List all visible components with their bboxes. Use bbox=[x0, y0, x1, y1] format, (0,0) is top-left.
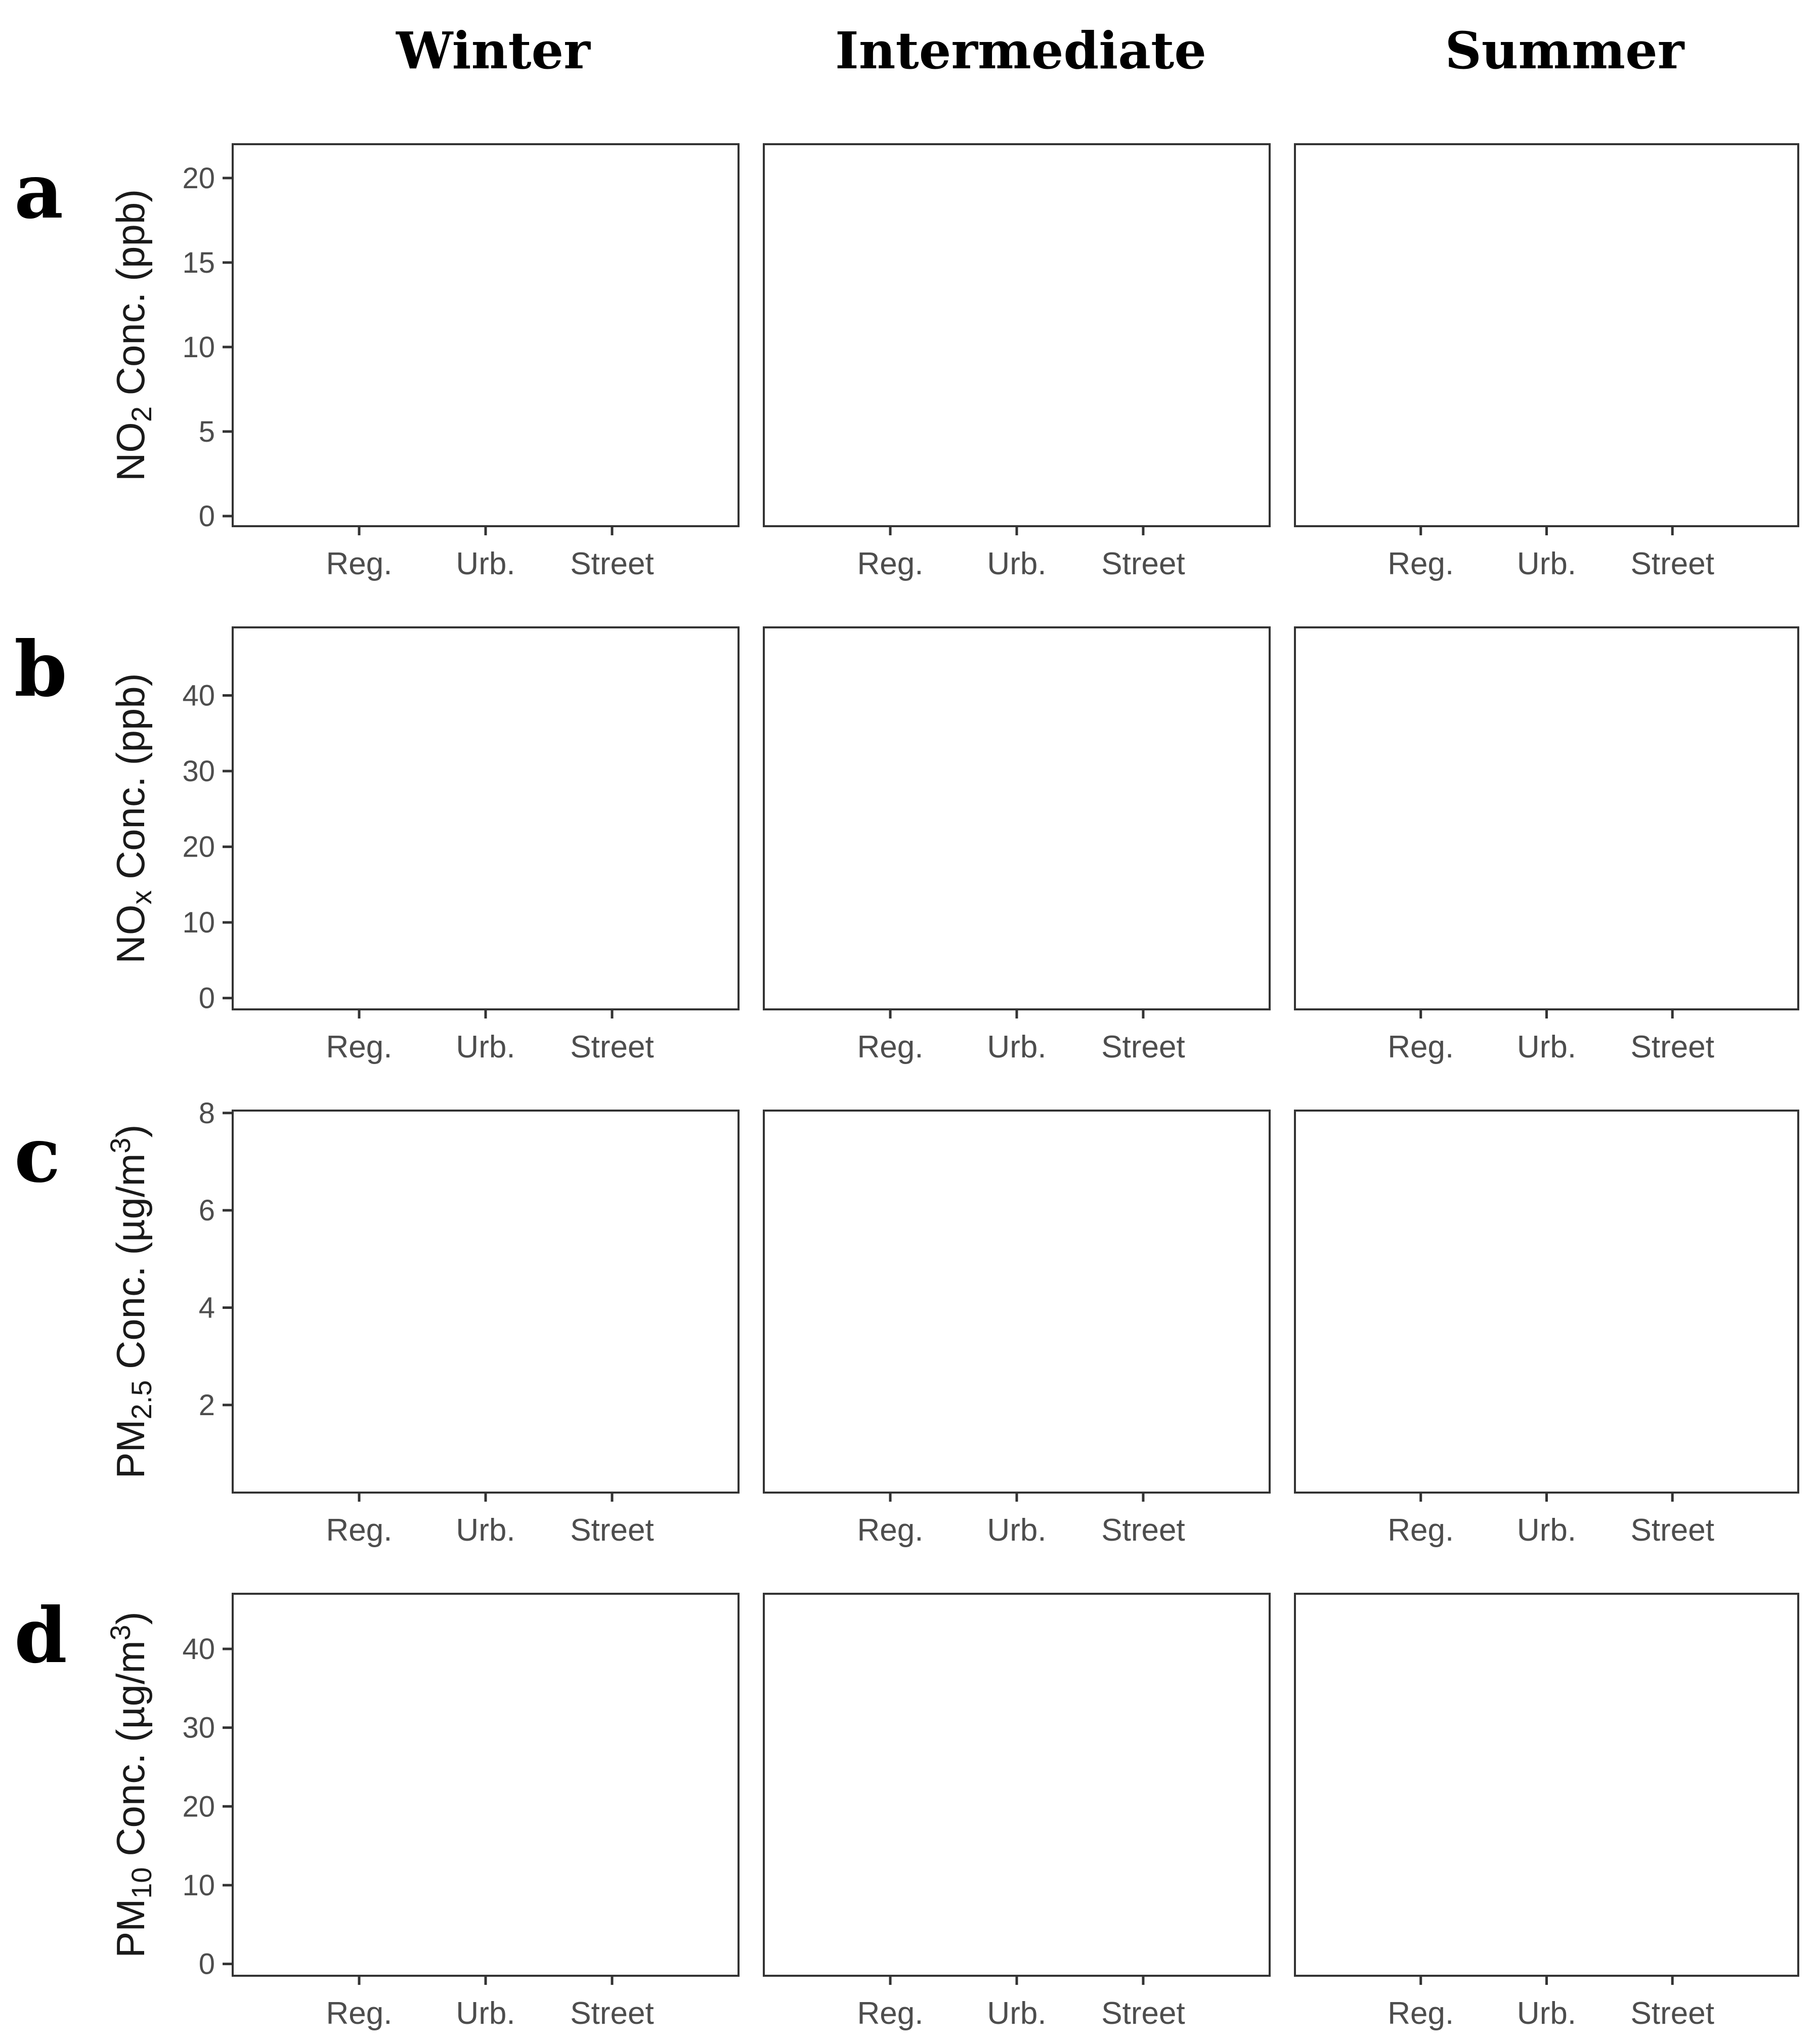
panel-c-1: Reg. Urb. Street bbox=[763, 1110, 1271, 1548]
x-tick-label: Street bbox=[1631, 1513, 1714, 1548]
x-tick-label: Reg. bbox=[1388, 1996, 1454, 2031]
panel-border bbox=[763, 1593, 1271, 1977]
x-tick-label: Urb. bbox=[1517, 1996, 1576, 2031]
x-tick-label: Street bbox=[1101, 1513, 1185, 1548]
panel-a-2: Reg. Urb. Street bbox=[1294, 143, 1799, 581]
y-tick-label: 0 bbox=[199, 500, 215, 533]
panel-border bbox=[1294, 626, 1799, 1010]
x-tick-label: Urb. bbox=[456, 1996, 515, 2031]
x-tick-label: Urb. bbox=[456, 546, 515, 581]
x-tick-label: Street bbox=[1101, 1996, 1185, 2031]
y-axis-label-c: PM2.5 Conc. (µg/m3) bbox=[104, 1124, 157, 1478]
season-title-winter: Winter bbox=[396, 21, 591, 80]
season-title-intermediate: Intermediate bbox=[835, 21, 1206, 80]
panel-c-0: Reg. Urb. Street bbox=[232, 1110, 740, 1548]
x-tick-label: Urb. bbox=[987, 1030, 1046, 1065]
y-tick-label: 6 bbox=[199, 1194, 215, 1227]
panel-border bbox=[763, 143, 1271, 527]
y-tick-label: 4 bbox=[199, 1292, 215, 1325]
x-tick-label: Urb. bbox=[456, 1030, 515, 1065]
x-tick-label: Reg. bbox=[857, 546, 924, 581]
row-letter-c: c bbox=[14, 1111, 60, 1200]
x-tick-label: Reg. bbox=[326, 546, 393, 581]
x-tick-label: Urb. bbox=[456, 1513, 515, 1548]
x-tick-label: Reg. bbox=[326, 1513, 393, 1548]
season-titles: Winter Intermediate Summer bbox=[396, 21, 1685, 80]
panel-a-1: Reg. Urb. Street bbox=[763, 143, 1271, 581]
panel-d-1: Reg. Urb. Street bbox=[763, 1593, 1271, 2031]
x-tick-label: Urb. bbox=[1517, 546, 1576, 581]
x-tick-label: Street bbox=[570, 546, 654, 581]
y-tick-label: 20 bbox=[182, 162, 215, 195]
row-letter-b: b bbox=[14, 625, 67, 714]
panel-border bbox=[232, 1593, 740, 1977]
x-tick-label: Reg. bbox=[1388, 1030, 1454, 1065]
x-tick-label: Street bbox=[1631, 1030, 1714, 1065]
x-tick-label: Urb. bbox=[987, 1996, 1046, 2031]
panel-b-2: Reg. Urb. Street bbox=[1294, 626, 1799, 1065]
x-tick-label: Street bbox=[1101, 546, 1185, 581]
row-d: d PM10 Conc. (µg/m3) 0 10 20 30 40 Reg. Urb. Stre… bbox=[14, 1591, 1799, 2031]
panel-d-2: Reg. Urb. Street bbox=[1294, 1593, 1799, 2031]
y-tick-label: 30 bbox=[182, 1712, 215, 1745]
y-axis-label-b: NOx Conc. (ppb) bbox=[108, 673, 157, 963]
x-tick-label: Reg. bbox=[326, 1030, 393, 1065]
y-tick-label: 10 bbox=[182, 1869, 215, 1902]
x-tick-label: Street bbox=[1101, 1030, 1185, 1065]
panel-border bbox=[763, 1110, 1271, 1494]
y-tick-label: 0 bbox=[199, 1948, 215, 1981]
x-tick-label: Urb. bbox=[987, 1513, 1046, 1548]
panel-b-0: Reg. Urb. Street bbox=[232, 626, 740, 1065]
panel-border bbox=[1294, 1593, 1799, 1977]
y-axis-label-d: PM10 Conc. (µg/m3) bbox=[104, 1611, 157, 1958]
panel-d-0: Reg. Urb. Street bbox=[232, 1593, 740, 2031]
x-tick-label: Urb. bbox=[1517, 1030, 1576, 1065]
y-tick-label: 5 bbox=[199, 415, 215, 448]
panel-border bbox=[232, 626, 740, 1010]
y-tick-label: 2 bbox=[199, 1389, 215, 1422]
panel-a-0: Reg. Urb. Street bbox=[232, 143, 740, 581]
x-tick-label: Reg. bbox=[857, 1513, 924, 1548]
x-tick-label: Reg. bbox=[857, 1996, 924, 2031]
y-tick-label: 10 bbox=[182, 906, 215, 939]
panel-border bbox=[1294, 143, 1799, 527]
panel-border bbox=[763, 626, 1271, 1010]
y-axis-label-a: NO2 Conc. (ppb) bbox=[108, 189, 157, 481]
y-tick-label: 15 bbox=[182, 246, 215, 279]
panel-border bbox=[1294, 1110, 1799, 1494]
y-tick-label: 40 bbox=[182, 679, 215, 712]
y-tick-label: 30 bbox=[182, 755, 215, 788]
panel-border bbox=[232, 143, 740, 527]
y-tick-label: 8 bbox=[199, 1097, 215, 1130]
x-tick-label: Street bbox=[1631, 546, 1714, 581]
y-tick-label: 0 bbox=[199, 982, 215, 1015]
panel-b-1: Reg. Urb. Street bbox=[763, 626, 1271, 1065]
x-tick-label: Reg. bbox=[326, 1996, 393, 2031]
x-tick-label: Urb. bbox=[1517, 1513, 1576, 1548]
x-tick-label: Street bbox=[570, 1996, 654, 2031]
x-tick-label: Street bbox=[570, 1513, 654, 1548]
panel-c-2: Reg. Urb. Street bbox=[1294, 1110, 1799, 1548]
row-letter-d: d bbox=[14, 1591, 67, 1680]
x-tick-label: Reg. bbox=[1388, 1513, 1454, 1548]
row-letter-a: a bbox=[14, 147, 63, 236]
x-tick-label: Reg. bbox=[857, 1030, 924, 1065]
y-tick-label: 20 bbox=[182, 1790, 215, 1823]
x-tick-label: Urb. bbox=[987, 546, 1046, 581]
x-tick-label: Street bbox=[1631, 1996, 1714, 2031]
y-tick-label: 10 bbox=[182, 331, 215, 364]
season-title-summer: Summer bbox=[1445, 21, 1685, 80]
x-tick-label: Reg. bbox=[1388, 546, 1454, 581]
y-tick-label: 40 bbox=[182, 1633, 215, 1666]
y-tick-label: 20 bbox=[182, 831, 215, 864]
panel-border bbox=[232, 1110, 740, 1494]
x-tick-label: Street bbox=[570, 1030, 654, 1065]
